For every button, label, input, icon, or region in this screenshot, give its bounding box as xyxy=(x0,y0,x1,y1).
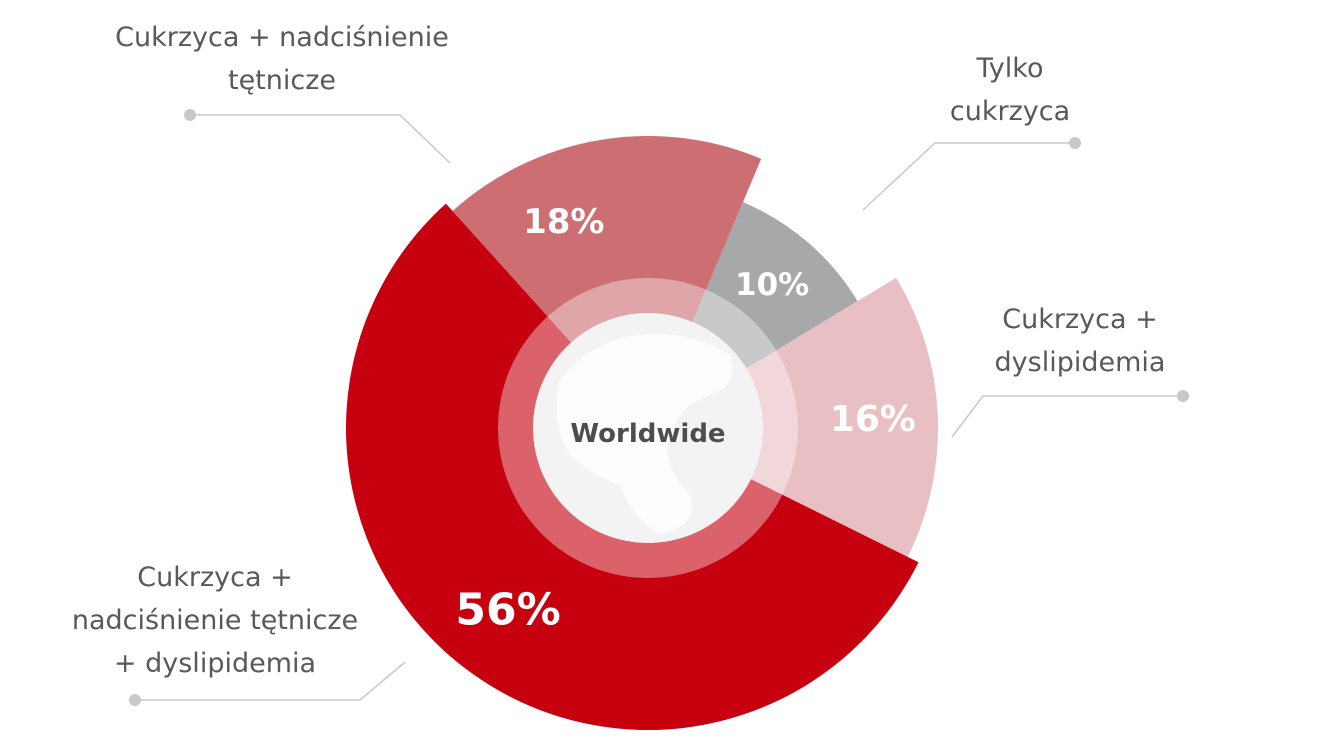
pie-slice-0 xyxy=(452,136,762,428)
label-line: cukrzyca xyxy=(949,96,1071,127)
label-line: tętnicze xyxy=(227,65,337,96)
label-slice-3: Cukrzyca + nadciśnienie tętnicze + dysli… xyxy=(72,556,358,685)
label-line: + dyslipidemia xyxy=(113,648,317,679)
value-label-3: 56% xyxy=(455,585,560,636)
value-label-2: 16% xyxy=(830,399,916,440)
leader-dot-0 xyxy=(184,109,196,121)
center-label: Worldwide xyxy=(570,419,725,449)
label-line: Tylko xyxy=(976,53,1044,84)
label-slice-0: Cukrzyca + nadciśnienie tętnicze xyxy=(115,16,449,102)
pie-slice-2 xyxy=(648,277,939,557)
globe-icon xyxy=(556,334,733,535)
label-line: Cukrzyca + xyxy=(1002,304,1158,335)
value-label-1: 10% xyxy=(735,267,809,303)
label-line: dyslipidemia xyxy=(994,347,1166,378)
leader-dot-1 xyxy=(1069,137,1081,149)
label-line: Cukrzyca + xyxy=(137,562,293,593)
leader-line-2 xyxy=(951,395,1183,438)
leader-line-1 xyxy=(862,142,1075,211)
leader-line-3 xyxy=(135,661,406,701)
leader-line-0 xyxy=(190,114,451,164)
label-slice-2: Cukrzyca + dyslipidemia xyxy=(995,298,1166,384)
leader-dot-3 xyxy=(129,694,141,706)
label-slice-1: Tylko cukrzyca xyxy=(950,47,1070,133)
leader-dot-2 xyxy=(1177,390,1189,402)
label-line: nadciśnienie tętnicze xyxy=(71,605,359,636)
label-line: Cukrzyca + nadciśnienie xyxy=(115,22,449,53)
value-label-0: 18% xyxy=(523,202,604,242)
